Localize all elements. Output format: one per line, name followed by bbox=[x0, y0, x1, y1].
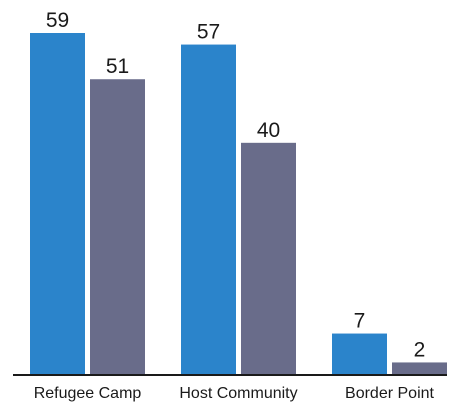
bar-1-0 bbox=[181, 44, 236, 374]
value-label-2-1: 2 bbox=[414, 338, 426, 361]
value-label-0-1: 51 bbox=[106, 55, 129, 78]
value-label-0-0: 59 bbox=[46, 9, 69, 32]
bars-group bbox=[30, 33, 447, 374]
bar-0-0 bbox=[30, 33, 85, 374]
bar-1-1 bbox=[241, 142, 296, 374]
category-labels-group: Refugee Camp Host Community Border Point bbox=[34, 385, 435, 402]
category-label-0: Refugee Camp bbox=[34, 385, 142, 402]
value-label-1-0: 57 bbox=[197, 21, 220, 44]
bar-0-1 bbox=[90, 79, 145, 374]
value-label-1-1: 40 bbox=[257, 119, 280, 142]
category-label-1: Host Community bbox=[179, 385, 297, 402]
value-labels-group: 59 51 57 40 7 2 bbox=[46, 9, 426, 361]
bar-2-1 bbox=[392, 362, 447, 374]
bar-2-0 bbox=[332, 333, 387, 374]
value-label-2-0: 7 bbox=[354, 310, 366, 333]
category-label-2: Border Point bbox=[345, 385, 434, 402]
